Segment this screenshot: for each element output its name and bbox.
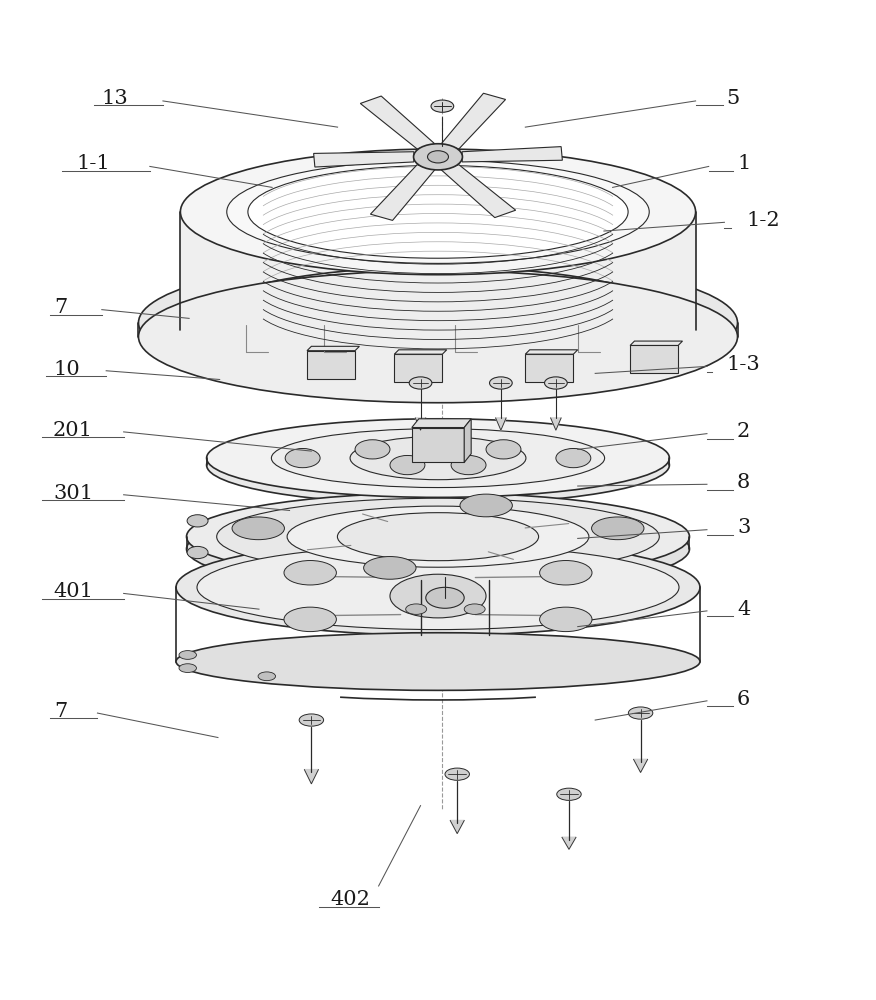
Ellipse shape (179, 664, 196, 672)
Ellipse shape (272, 429, 604, 488)
Ellipse shape (460, 494, 512, 517)
Ellipse shape (364, 557, 416, 579)
Polygon shape (394, 354, 442, 382)
Polygon shape (371, 165, 434, 220)
Ellipse shape (390, 574, 486, 618)
Polygon shape (633, 759, 647, 772)
Ellipse shape (406, 604, 427, 614)
Text: 2: 2 (737, 422, 750, 441)
Ellipse shape (248, 165, 628, 258)
Ellipse shape (591, 517, 644, 540)
Ellipse shape (180, 267, 696, 393)
Polygon shape (442, 93, 505, 149)
Polygon shape (412, 428, 464, 462)
Text: 6: 6 (737, 690, 750, 709)
Polygon shape (526, 354, 574, 382)
Polygon shape (496, 418, 506, 430)
Text: 10: 10 (53, 360, 81, 379)
Ellipse shape (197, 545, 679, 630)
Ellipse shape (187, 515, 208, 527)
Ellipse shape (451, 455, 486, 475)
Ellipse shape (300, 714, 323, 726)
Ellipse shape (337, 513, 539, 561)
Polygon shape (551, 418, 562, 430)
Ellipse shape (431, 100, 454, 112)
Text: 7: 7 (54, 702, 67, 721)
Ellipse shape (138, 271, 738, 403)
Text: 7: 7 (54, 298, 67, 317)
Text: 201: 201 (53, 421, 93, 440)
Ellipse shape (258, 672, 276, 681)
Polygon shape (630, 345, 678, 373)
Ellipse shape (227, 160, 649, 263)
Ellipse shape (490, 377, 512, 389)
Ellipse shape (216, 498, 660, 575)
Ellipse shape (187, 493, 689, 580)
Ellipse shape (138, 257, 738, 389)
Ellipse shape (355, 440, 390, 459)
Polygon shape (526, 350, 577, 354)
Ellipse shape (176, 633, 700, 690)
Ellipse shape (232, 517, 285, 540)
Polygon shape (307, 351, 355, 379)
Ellipse shape (179, 651, 196, 659)
Polygon shape (180, 212, 696, 330)
Polygon shape (307, 346, 359, 351)
Ellipse shape (286, 448, 320, 468)
Ellipse shape (350, 436, 526, 480)
Text: 13: 13 (102, 89, 128, 108)
Polygon shape (562, 837, 576, 849)
Text: 1: 1 (737, 154, 751, 173)
Text: 402: 402 (331, 890, 371, 909)
Ellipse shape (207, 419, 669, 497)
Ellipse shape (540, 561, 592, 585)
Ellipse shape (180, 149, 696, 275)
Ellipse shape (445, 768, 470, 780)
Text: 1-2: 1-2 (746, 211, 780, 230)
Ellipse shape (413, 144, 463, 170)
Text: 301: 301 (53, 484, 93, 503)
Polygon shape (463, 147, 562, 162)
Ellipse shape (284, 561, 336, 585)
Polygon shape (464, 419, 471, 462)
Polygon shape (360, 96, 434, 149)
Ellipse shape (464, 604, 485, 614)
Ellipse shape (176, 539, 700, 635)
Ellipse shape (427, 151, 449, 163)
Polygon shape (304, 770, 318, 784)
Ellipse shape (556, 448, 590, 468)
Text: 1-3: 1-3 (727, 355, 760, 374)
Text: 5: 5 (726, 89, 739, 108)
Ellipse shape (284, 607, 336, 632)
Ellipse shape (540, 607, 592, 632)
Polygon shape (450, 820, 464, 834)
Text: 3: 3 (737, 518, 751, 537)
Ellipse shape (207, 426, 669, 504)
Text: 4: 4 (737, 600, 750, 619)
Text: 8: 8 (737, 473, 750, 492)
Polygon shape (442, 165, 516, 218)
Ellipse shape (557, 788, 581, 800)
Ellipse shape (426, 587, 464, 608)
Ellipse shape (486, 440, 521, 459)
Ellipse shape (187, 546, 208, 559)
Ellipse shape (390, 455, 425, 475)
Ellipse shape (287, 506, 589, 567)
Polygon shape (314, 152, 413, 167)
Polygon shape (394, 350, 447, 354)
Ellipse shape (545, 377, 568, 389)
Text: 1-1: 1-1 (76, 154, 110, 173)
Ellipse shape (187, 505, 689, 593)
Polygon shape (415, 418, 426, 430)
Polygon shape (412, 419, 471, 428)
Ellipse shape (628, 707, 653, 719)
Polygon shape (630, 341, 682, 345)
Ellipse shape (409, 377, 432, 389)
Text: 401: 401 (53, 582, 93, 601)
